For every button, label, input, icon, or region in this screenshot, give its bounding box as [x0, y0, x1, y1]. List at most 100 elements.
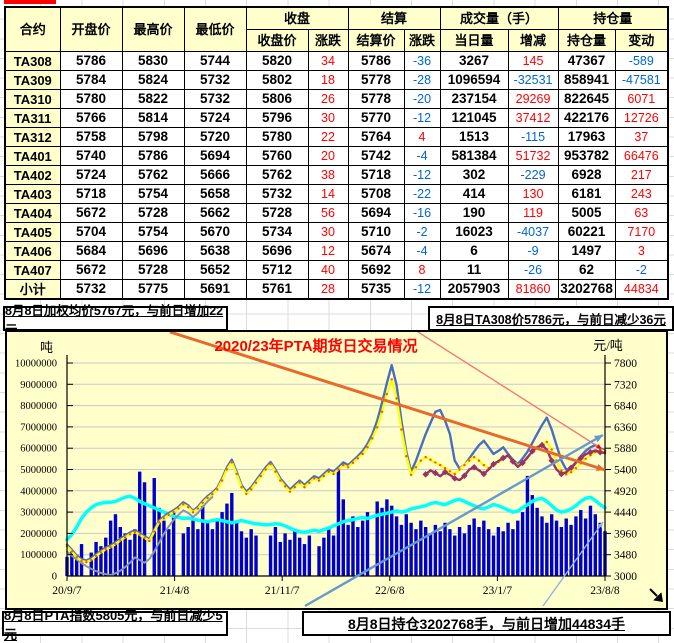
value-cell: 5724 [59, 165, 123, 185]
contract-cell: TA309 [4, 70, 61, 90]
value-cell: 44834 [614, 279, 669, 300]
svg-text:3000: 3000 [614, 571, 637, 583]
value-cell: -47581 [614, 70, 669, 90]
value-cell: 8 [403, 260, 441, 280]
value-cell: 5672 [59, 203, 123, 223]
value-cell: 5796 [245, 108, 309, 128]
value-cell: 217 [614, 165, 669, 185]
svg-text:6360: 6360 [614, 422, 637, 434]
futures-table: 合约 开盘价 最高价 最低价 收盘 结算 成交量（手） 持仓量 收盘价 涨跌 结算价 涨跌 当日量 增减持… [4, 6, 670, 300]
value-cell: 581384 [439, 146, 509, 166]
value-cell: 26 [307, 89, 349, 109]
value-cell: 5670 [183, 222, 247, 242]
svg-text:2000000: 2000000 [20, 529, 57, 540]
value-cell: 5762 [121, 165, 185, 185]
value-cell: 5005 [557, 203, 616, 223]
table-row: TA404 5672 5728 5662 5728 56 5694 -16 190 119 5005… [4, 203, 669, 223]
svg-text:1000000: 1000000 [20, 550, 57, 561]
value-cell: 5732 [183, 89, 247, 109]
value-cell: 5762 [245, 165, 309, 185]
contract-cell: TA405 [4, 222, 61, 242]
table-row: TA308 5786 5830 5744 5820 34 5786 -36 3267 145 473… [4, 51, 669, 71]
value-cell: 51732 [507, 146, 559, 166]
value-cell: 5775 [121, 279, 185, 300]
contract-cell: TA310 [4, 89, 61, 109]
value-cell: 953782 [557, 146, 616, 166]
value-cell: 5740 [59, 146, 123, 166]
value-cell: 22 [307, 127, 349, 147]
table-row: TA310 5780 5822 5732 5806 26 5778 -20 237154 2926… [4, 89, 669, 109]
value-cell: 3202768 [557, 279, 616, 300]
value-cell: 5694 [347, 203, 405, 223]
contract-cell: TA401 [4, 146, 61, 166]
value-cell: 5696 [245, 241, 309, 261]
svg-text:8000000: 8000000 [20, 401, 57, 412]
value-cell: 5691 [183, 279, 247, 300]
value-cell: 12726 [614, 108, 669, 128]
value-cell: 5786 [347, 51, 405, 71]
column-header: 最高价 [121, 6, 185, 52]
value-cell: 119 [507, 203, 559, 223]
value-cell: 5761 [245, 279, 309, 300]
value-cell: 422176 [557, 108, 616, 128]
value-cell: -28 [403, 70, 441, 90]
svg-text:9000000: 9000000 [20, 380, 57, 391]
value-cell: -4037 [507, 222, 559, 242]
value-cell: 5710 [347, 222, 405, 242]
value-cell: 40 [307, 260, 349, 280]
column-header: 最低价 [183, 6, 247, 52]
value-cell: 6928 [557, 165, 616, 185]
value-cell: 5820 [245, 51, 309, 71]
contract-cell: TA403 [4, 184, 61, 204]
value-cell: 66476 [614, 146, 669, 166]
value-cell: 5806 [245, 89, 309, 109]
table-row: TA309 5784 5824 5732 5802 18 5778 -28 1096594 -32… [4, 70, 669, 90]
value-cell: 4 [403, 127, 441, 147]
value-cell: -12 [403, 108, 441, 128]
svg-text:3000000: 3000000 [20, 508, 57, 519]
value-cell: 5758 [59, 127, 123, 147]
value-cell: 5778 [347, 70, 405, 90]
value-cell: 5735 [347, 279, 405, 300]
value-cell: 5666 [183, 165, 247, 185]
value-cell: 29269 [507, 89, 559, 109]
value-cell: -22 [403, 184, 441, 204]
column-group-header: 结算 [347, 6, 441, 30]
value-cell: 5694 [183, 146, 247, 166]
table-header: 合约 开盘价 最高价 最低价 收盘 结算 成交量（手） 持仓量 收盘价 涨跌 结算价 涨跌 当日量 增减持… [4, 6, 669, 52]
value-cell: 5780 [245, 127, 309, 147]
value-cell: 5728 [121, 260, 185, 280]
value-cell: 12 [307, 241, 349, 261]
value-cell: 5766 [59, 108, 123, 128]
table-row: 小计 5732 5775 5691 5761 28 5735 -12 2057903 81860 3… [4, 279, 669, 300]
value-cell: 130 [507, 184, 559, 204]
value-cell: 5814 [121, 108, 185, 128]
value-cell: 5672 [59, 260, 123, 280]
pta-daily-trading-chart: 0 1000000 2000000 3000000 4000000 5000000 6000… [5, 330, 668, 610]
value-cell: 56 [307, 203, 349, 223]
svg-text:7320: 7320 [614, 379, 637, 391]
value-cell: 1513 [439, 127, 509, 147]
column-group-header: 持仓量 [557, 6, 669, 30]
svg-text:6000000: 6000000 [20, 444, 57, 455]
pta-index-banner: 8月8日PTA指数5805元，与前日减少5元 [2, 608, 228, 642]
value-cell: 6071 [614, 89, 669, 109]
value-cell: -115 [507, 127, 559, 147]
column-header: 合约 [4, 6, 61, 52]
open-interest-banner: 8月8日持仓3202768手，与前日增加44834手 [302, 611, 671, 636]
svg-text:10000000: 10000000 [15, 359, 57, 370]
value-cell: 34 [307, 51, 349, 71]
value-cell: 5638 [183, 241, 247, 261]
value-cell: 5674 [347, 241, 405, 261]
table-row: TA407 5672 5728 5652 5712 40 5692 8 11 -26 62 -2 [4, 260, 669, 280]
svg-text:元/吨: 元/吨 [593, 338, 623, 353]
value-cell: 37412 [507, 108, 559, 128]
svg-text:5000000: 5000000 [20, 465, 57, 476]
value-cell: -589 [614, 51, 669, 71]
value-cell: 5734 [245, 222, 309, 242]
value-cell: 237154 [439, 89, 509, 109]
column-subheader: 涨跌 [307, 29, 349, 52]
value-cell: 16023 [439, 222, 509, 242]
value-cell: 28 [307, 279, 349, 300]
column-group-header: 收盘 [245, 6, 349, 30]
